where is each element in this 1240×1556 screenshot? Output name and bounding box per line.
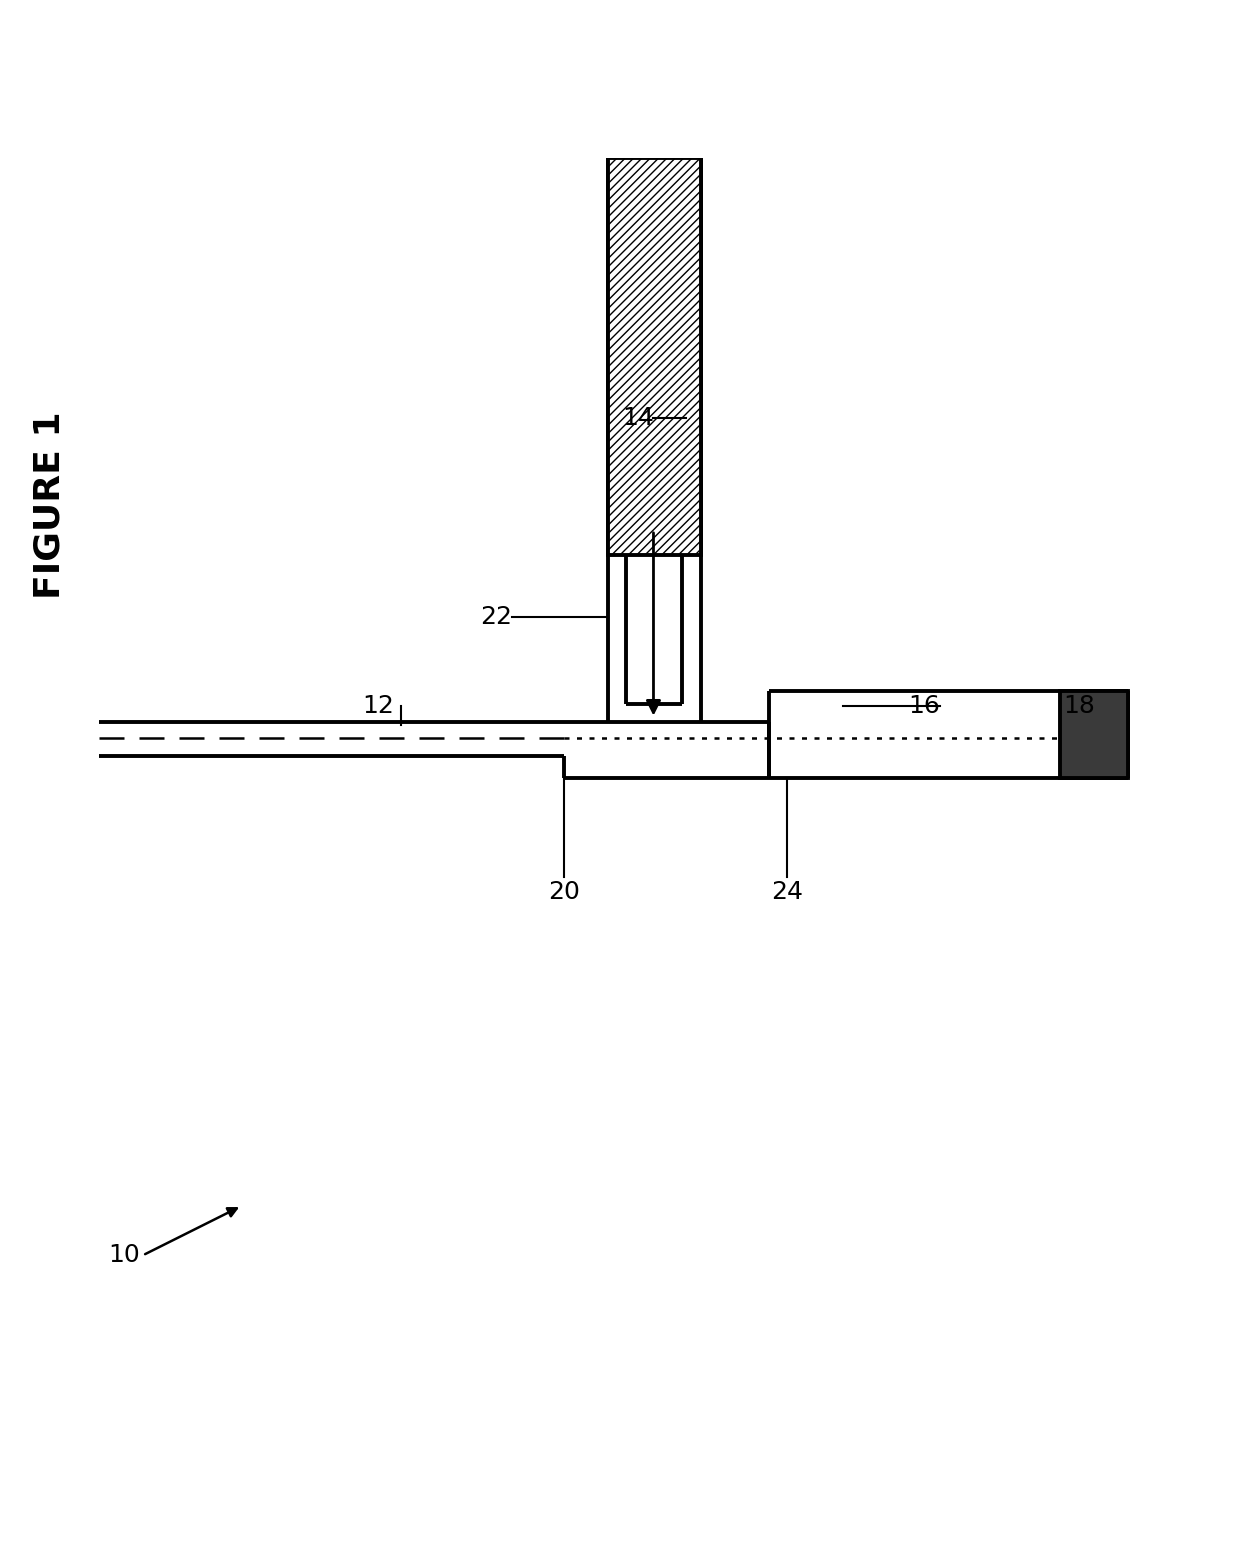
Text: FIGURE 1: FIGURE 1	[32, 411, 67, 599]
Bar	[1060, 691, 1128, 778]
Text: 20: 20	[548, 881, 580, 904]
Text: 22: 22	[480, 605, 512, 629]
Text: 18: 18	[1063, 694, 1095, 717]
Text: 24: 24	[771, 881, 804, 904]
Text: 10: 10	[108, 1243, 140, 1268]
Text: 14: 14	[622, 406, 655, 431]
Text: 16: 16	[908, 694, 940, 717]
Bar	[608, 159, 701, 555]
Text: 12: 12	[362, 694, 394, 717]
